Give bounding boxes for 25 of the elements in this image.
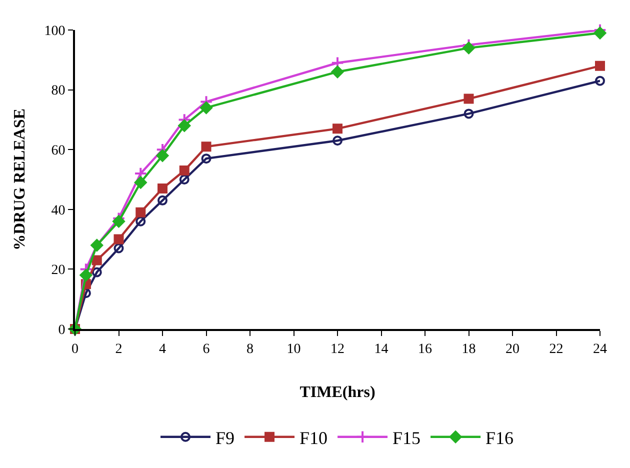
x-tick-label: 24 — [593, 342, 607, 357]
x-tick-label: 8 — [246, 342, 254, 357]
y-tick-label: 0 — [58, 322, 66, 338]
y-tick-label: 20 — [51, 263, 66, 278]
x-tick-label: 22 — [549, 342, 564, 357]
y-tick-label: 60 — [51, 144, 66, 158]
x-tick-label: 6 — [202, 342, 210, 357]
y-tick-label: 100 — [44, 24, 66, 39]
x-tick-label: 2 — [115, 342, 122, 357]
y-axis-title: %DRUG RELEASE — [12, 108, 29, 250]
legend-label: F15 — [392, 428, 421, 448]
y-tick-label: 80 — [51, 84, 66, 99]
legend-label: F10 — [300, 428, 328, 448]
x-tick-label: 20 — [506, 342, 520, 357]
x-tick-label: 14 — [374, 342, 388, 357]
legend-label: F9 — [216, 428, 235, 448]
x-tick-label: 12 — [330, 342, 344, 357]
x-tick-label: 4 — [159, 342, 166, 357]
y-tick-label: 40 — [51, 203, 66, 218]
legend-label: F16 — [486, 428, 514, 448]
x-tick-label: 0 — [72, 342, 78, 357]
x-tick-label: 10 — [286, 342, 301, 357]
x-tick-label: 16 — [418, 342, 432, 357]
x-tick-label: 18 — [462, 342, 476, 357]
x-axis-title: TIME(hrs) — [300, 384, 376, 401]
